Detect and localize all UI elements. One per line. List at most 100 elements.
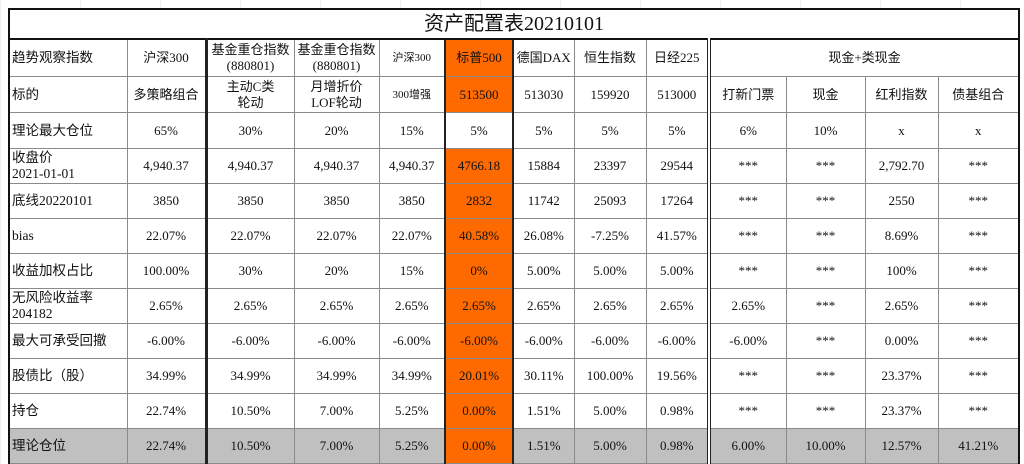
table-cell[interactable]: *** <box>707 218 787 254</box>
table-cell[interactable]: *** <box>785 323 866 359</box>
table-cell[interactable]: -6.00% <box>126 323 207 359</box>
table-cell[interactable]: 2.65% <box>573 288 647 324</box>
row-label-cell[interactable]: 收盘价 2021-01-01 <box>8 148 128 184</box>
table-cell[interactable]: 23397 <box>573 148 647 184</box>
table-cell[interactable]: 债基组合 <box>937 76 1020 113</box>
table-cell[interactable]: 159920 <box>573 76 647 113</box>
table-cell[interactable]: 8.69% <box>864 218 939 254</box>
table-cell[interactable]: 20.01% <box>444 358 514 394</box>
table-cell[interactable]: 5.00% <box>645 253 710 289</box>
table-cell[interactable]: 513030 <box>512 76 575 113</box>
table-cell[interactable]: 2550 <box>864 183 939 219</box>
table-cell[interactable]: 0.00% <box>444 393 514 429</box>
table-cell[interactable]: -6.00% <box>512 323 575 359</box>
table-cell[interactable]: 19.56% <box>645 358 710 394</box>
table-cell[interactable]: *** <box>785 393 866 429</box>
table-cell[interactable]: *** <box>937 148 1020 184</box>
table-cell[interactable]: *** <box>785 148 866 184</box>
table-cell[interactable]: *** <box>785 288 866 324</box>
table-cell[interactable]: 2.65% <box>293 288 380 324</box>
table-cell[interactable]: 2,792.70 <box>864 148 939 184</box>
table-cell[interactable]: 22.74% <box>126 428 207 464</box>
table-cell[interactable]: 41.57% <box>645 218 710 254</box>
table-cell[interactable]: *** <box>937 393 1020 429</box>
table-cell[interactable]: -6.00% <box>573 323 647 359</box>
table-cell[interactable]: 4,940.37 <box>293 148 380 184</box>
table-cell[interactable]: 0.00% <box>864 323 939 359</box>
table-cell[interactable]: *** <box>707 253 787 289</box>
table-cell[interactable]: 3850 <box>126 183 207 219</box>
table-cell[interactable]: 2.65% <box>864 288 939 324</box>
table-cell[interactable]: 3850 <box>293 183 380 219</box>
row-label-cell[interactable]: 无风险收益率 204182 <box>8 288 128 324</box>
table-cell[interactable]: 513000 <box>645 76 710 113</box>
table-cell[interactable]: 7.00% <box>293 428 380 464</box>
table-cell[interactable]: 15% <box>378 112 446 149</box>
table-cell[interactable]: 100% <box>864 253 939 289</box>
table-cell[interactable]: 5% <box>645 112 710 149</box>
table-cell[interactable]: 30% <box>204 253 295 289</box>
table-cell[interactable]: 23.37% <box>864 393 939 429</box>
table-cell[interactable]: 10% <box>785 112 866 149</box>
table-cell[interactable]: *** <box>937 218 1020 254</box>
table-cell[interactable]: 2.65% <box>444 288 514 324</box>
table-cell[interactable]: 10.50% <box>204 393 295 429</box>
column-header-cell[interactable]: 日经225 <box>645 38 710 77</box>
table-cell[interactable]: 5% <box>512 112 575 149</box>
table-cell[interactable]: 34.99% <box>293 358 380 394</box>
column-header-cell[interactable]: 基金重仓指数 (880801) <box>293 38 380 77</box>
table-cell[interactable]: x <box>864 112 939 149</box>
table-cell[interactable]: 4766.18 <box>444 148 514 184</box>
table-cell[interactable]: *** <box>785 253 866 289</box>
table-cell[interactable]: -6.00% <box>378 323 446 359</box>
table-cell[interactable]: 4,940.37 <box>378 148 446 184</box>
table-cell[interactable]: *** <box>785 183 866 219</box>
table-cell[interactable]: 30% <box>204 112 295 149</box>
table-cell[interactable]: 红利指数 <box>864 76 939 113</box>
table-cell[interactable]: 65% <box>126 112 207 149</box>
table-cell[interactable]: 2.65% <box>378 288 446 324</box>
table-cell[interactable]: 40.58% <box>444 218 514 254</box>
row-label-cell[interactable]: 理论最大仓位 <box>8 112 128 149</box>
table-cell[interactable]: 20% <box>293 253 380 289</box>
table-cell[interactable]: 22.07% <box>378 218 446 254</box>
table-cell[interactable]: 2.65% <box>204 288 295 324</box>
table-cell[interactable]: 22.07% <box>204 218 295 254</box>
table-cell[interactable]: 6% <box>707 112 787 149</box>
table-cell[interactable]: 4,940.37 <box>126 148 207 184</box>
table-cell[interactable]: 22.07% <box>293 218 380 254</box>
row-label-cell[interactable]: 底线20220101 <box>8 183 128 219</box>
table-cell[interactable]: 29544 <box>645 148 710 184</box>
table-cell[interactable]: 17264 <box>645 183 710 219</box>
table-cell[interactable]: 11742 <box>512 183 575 219</box>
table-cell[interactable]: 26.08% <box>512 218 575 254</box>
row-label-cell[interactable]: 趋势观察指数 <box>8 38 128 77</box>
table-cell[interactable]: 5.00% <box>512 253 575 289</box>
table-title[interactable]: 资产配置表20210101 <box>8 8 1020 40</box>
table-cell[interactable]: 23.37% <box>864 358 939 394</box>
table-cell[interactable]: 12.57% <box>864 428 939 464</box>
table-cell[interactable]: 513500 <box>444 76 514 113</box>
table-cell[interactable]: 5.25% <box>378 428 446 464</box>
table-cell[interactable]: 2.65% <box>126 288 207 324</box>
table-cell[interactable]: 2.65% <box>707 288 787 324</box>
table-cell[interactable]: 5.00% <box>573 393 647 429</box>
table-cell[interactable]: *** <box>707 393 787 429</box>
table-cell[interactable]: 22.74% <box>126 393 207 429</box>
table-cell[interactable]: 多策略组合 <box>126 76 207 113</box>
table-cell[interactable]: -6.00% <box>293 323 380 359</box>
table-cell[interactable]: 15% <box>378 253 446 289</box>
table-cell[interactable]: *** <box>937 358 1020 394</box>
table-cell[interactable]: 7.00% <box>293 393 380 429</box>
table-cell[interactable]: 5.25% <box>378 393 446 429</box>
column-header-cell[interactable]: 恒生指数 <box>573 38 647 77</box>
table-cell[interactable]: 主动C类 轮动 <box>204 76 295 113</box>
table-cell[interactable]: 0% <box>444 253 514 289</box>
table-cell[interactable]: 6.00% <box>707 428 787 464</box>
table-cell[interactable]: *** <box>707 183 787 219</box>
table-cell[interactable]: -7.25% <box>573 218 647 254</box>
table-cell[interactable]: 3850 <box>204 183 295 219</box>
row-label-cell[interactable]: 最大可承受回撤 <box>8 323 128 359</box>
table-cell[interactable]: 22.07% <box>126 218 207 254</box>
table-cell[interactable]: 34.99% <box>126 358 207 394</box>
